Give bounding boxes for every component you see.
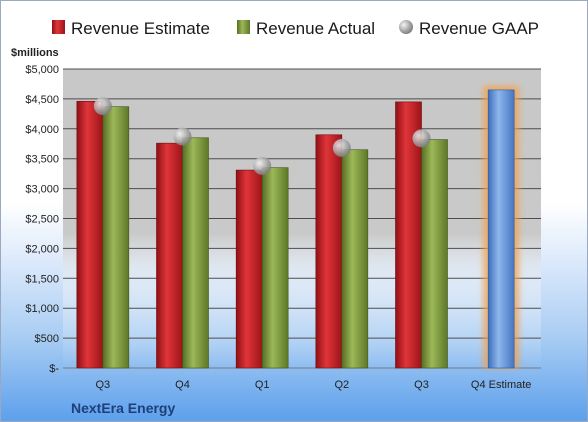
x-tick-label: Q4 [175,379,190,391]
y-tick-label: $500 [35,333,59,345]
legend-label-revenue-gaap: Revenue GAAP [419,19,539,38]
bar-revenue-actual [421,139,448,369]
y-tick-label: $4,500 [25,94,59,106]
x-tick-label: Q4 Estimate [471,379,532,391]
company-name: NextEra Energy [71,400,175,416]
y-tick-label: $2,000 [25,243,59,255]
plot-area: $- $500 $1,000 $1,500 $2,000 $2,500 $3,000 $3,5… [25,64,541,391]
bar-revenue-actual [341,149,369,369]
marker-revenue-gaap [173,127,192,146]
y-tick-label: $3,000 [25,184,59,196]
marker-revenue-gaap [93,97,112,116]
x-tick-label: Q3 [95,379,110,391]
bar-revenue-estimate [235,169,263,369]
x-tick-label: Q1 [255,379,270,391]
y-axis-unit-label: $millions [11,47,59,59]
y-tick-label: $2,500 [25,214,59,226]
legend: Revenue Estimate Revenue Actual Revenue GA… [52,19,539,38]
legend-swatch-revenue-gaap [399,20,413,34]
bar-revenue-estimate [156,142,183,369]
y-tick-label: $3,500 [25,154,59,166]
legend-label-revenue-actual: Revenue Actual [256,19,375,38]
y-tick-label: $1,500 [25,273,59,285]
marker-revenue-gaap [332,138,351,157]
bar-q4-estimate [487,89,515,369]
x-tick-label: Q2 [334,379,349,391]
bar-revenue-actual [102,106,130,369]
bar-revenue-estimate [315,134,343,369]
x-tick-label: Q3 [414,379,429,391]
legend-swatch-revenue-actual [237,20,250,34]
bar-revenue-actual [261,167,289,369]
bar-revenue-actual [182,137,209,369]
legend-label-revenue-estimate: Revenue Estimate [71,19,210,38]
y-tick-label: $5,000 [25,64,59,76]
marker-revenue-gaap [253,156,272,175]
bar-revenue-estimate [76,100,104,369]
y-tick-label: $4,000 [25,124,59,136]
y-tick-label: $1,000 [25,303,59,315]
legend-swatch-revenue-estimate [52,20,65,34]
marker-revenue-gaap [412,129,431,148]
y-tick-label: $- [49,363,59,375]
